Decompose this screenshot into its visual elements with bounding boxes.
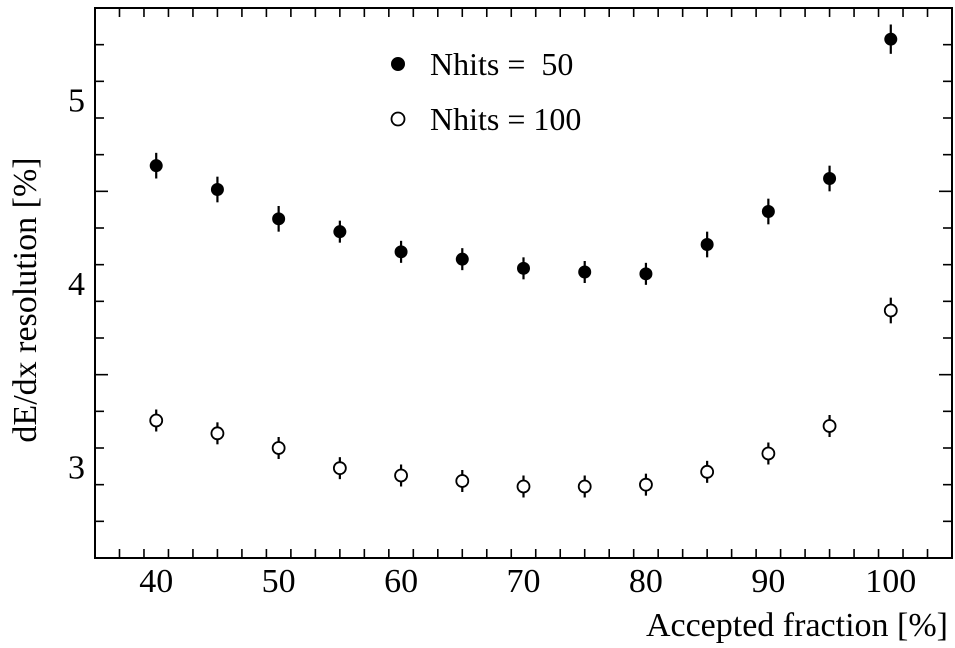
- filled-marker: [639, 267, 653, 281]
- ticks: 40 50 60 70 80 90 100 3 4 5: [68, 7, 953, 600]
- open-marker: [639, 477, 653, 492]
- open-marker: [394, 468, 408, 483]
- open-marker: [516, 479, 531, 494]
- series-2: [149, 297, 898, 498]
- x-tick-label: 60: [384, 563, 418, 600]
- x-axis-title: Accepted fraction [%]: [646, 607, 948, 644]
- filled-marker: [394, 245, 408, 259]
- plot-frame: [94, 7, 953, 559]
- filled-marker: [761, 205, 775, 218]
- open-marker: [577, 479, 592, 494]
- filled-marker: [700, 238, 714, 251]
- filled-marker: [884, 32, 898, 46]
- x-tick-label: 40: [139, 563, 173, 600]
- filled-marker: [823, 172, 837, 185]
- y-axis-title: dE/dx resolution [%]: [7, 157, 44, 442]
- open-marker: [700, 464, 715, 479]
- filled-marker: [578, 265, 592, 279]
- axes: [94, 7, 953, 559]
- legend: Nhits = 50 Nhits = 100: [390, 46, 581, 137]
- open-marker: [210, 426, 225, 441]
- open-marker: [822, 419, 837, 433]
- legend-open-marker: [390, 111, 406, 127]
- open-marker: [149, 413, 164, 428]
- open-marker: [332, 461, 347, 476]
- legend-filled-marker: [391, 57, 405, 71]
- filled-marker: [210, 183, 224, 196]
- y-tick-label: 3: [68, 449, 85, 486]
- y-tick-label: 4: [68, 266, 85, 303]
- legend-label: Nhits = 50: [430, 46, 573, 82]
- legend-label: Nhits = 100: [430, 101, 581, 137]
- open-marker: [761, 446, 776, 461]
- filled-marker: [272, 212, 286, 226]
- y-tick-label: 5: [68, 83, 85, 120]
- series-1: [149, 24, 898, 285]
- x-tick-label: 70: [507, 563, 541, 600]
- x-tick-label: 100: [865, 563, 916, 600]
- x-tick-label: 80: [629, 563, 663, 600]
- filled-marker: [517, 261, 530, 275]
- x-tick-label: 50: [262, 563, 296, 600]
- filled-marker: [455, 252, 469, 266]
- data-points: [149, 24, 898, 498]
- open-marker: [455, 474, 470, 488]
- open-marker: [271, 441, 286, 455]
- open-marker: [883, 303, 898, 318]
- filled-marker: [333, 225, 347, 239]
- filled-marker: [149, 159, 163, 173]
- x-tick-label: 90: [751, 563, 785, 600]
